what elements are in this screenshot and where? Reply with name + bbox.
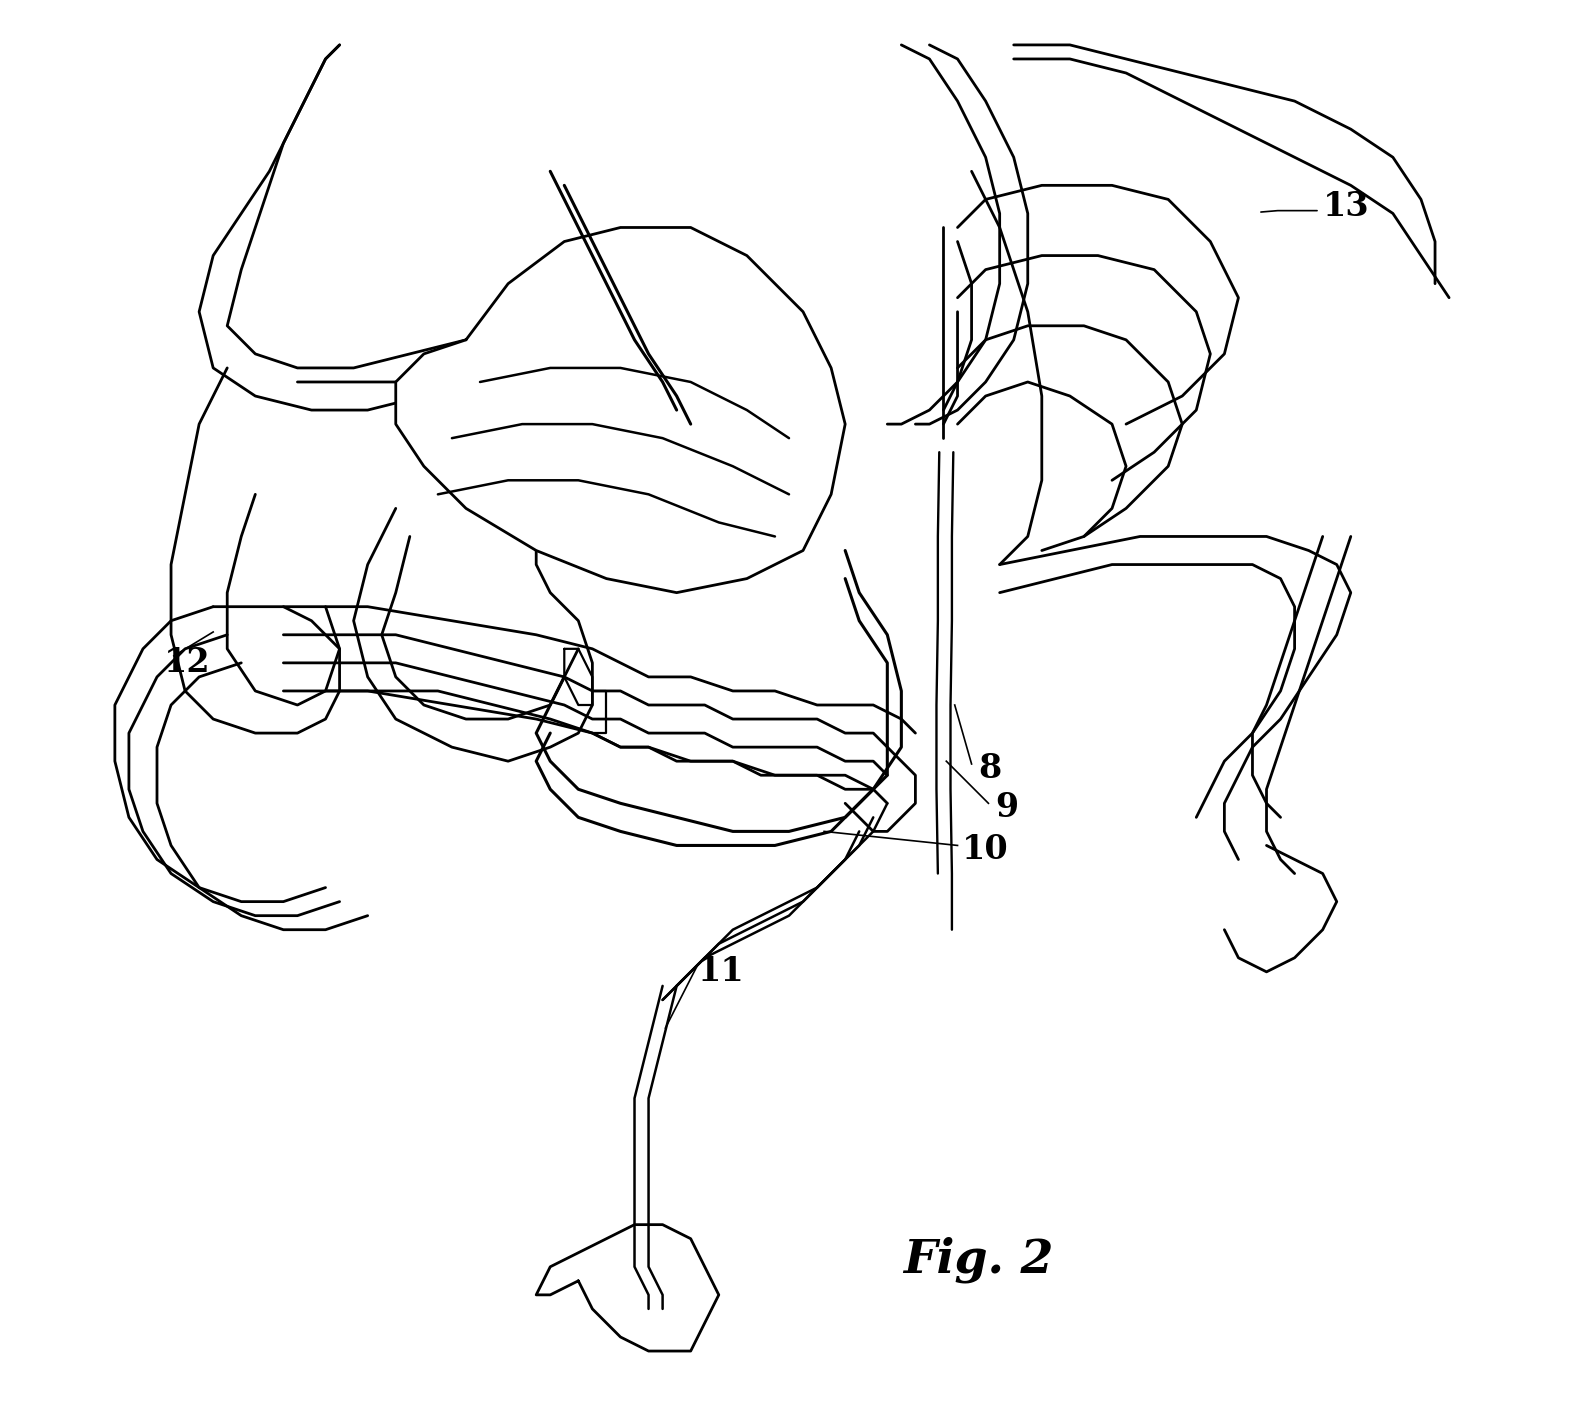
Text: 10: 10 (961, 833, 1008, 866)
Text: 13: 13 (1322, 190, 1370, 223)
Text: 8: 8 (978, 752, 1002, 785)
Polygon shape (537, 1225, 718, 1351)
Text: 9: 9 (996, 791, 1018, 823)
Polygon shape (396, 227, 846, 592)
Text: 11: 11 (697, 956, 745, 988)
Text: Fig. 2: Fig. 2 (904, 1237, 1054, 1283)
Text: 12: 12 (164, 646, 210, 680)
